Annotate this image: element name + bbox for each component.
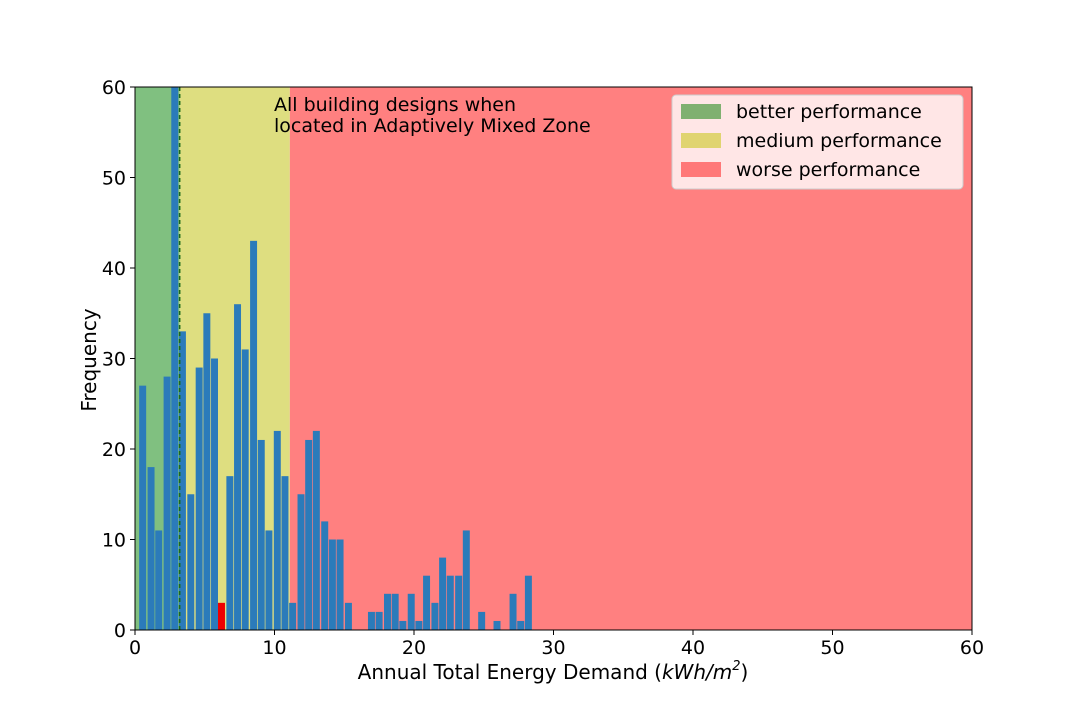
histogram-bar-41 [494,621,501,630]
legend-label-1: medium performance [736,130,942,152]
histogram-bar-31 [399,621,406,630]
annotation-line-1: All building designs when [274,94,516,116]
x-tick-label: 30 [541,637,565,659]
histogram-bar-27 [368,612,375,630]
histogram-bar-21 [305,440,312,630]
histogram-bar-9 [211,359,218,631]
histogram-bar-43 [517,621,524,630]
legend-label-0: better performance [736,101,922,123]
highlight-bar [218,603,225,630]
histogram-bar-18 [281,476,288,630]
histogram-bar-2 [155,530,162,630]
legend-swatch-0 [681,104,721,119]
x-tick-label: 20 [402,637,426,659]
histogram-bar-33 [415,621,422,630]
histogram-bar-42 [510,594,517,630]
y-axis-label: Frequency [77,308,101,411]
histogram-bar-11 [226,476,233,630]
y-tick-label: 10 [102,530,126,552]
x-axis-label-superscript: 2 [732,659,740,674]
histogram-bar-29 [384,594,391,630]
histogram-bar-22 [313,431,320,630]
histogram-bar-35 [431,603,438,630]
histogram-bar-15 [258,440,265,630]
histogram-bar-14 [250,241,257,630]
y-tick-label: 20 [102,439,126,461]
histogram-bar-4 [171,87,178,630]
histogram-bar-6 [187,494,194,630]
x-tick-label: 0 [129,637,141,659]
annotation-line-2: located in Adaptively Mixed Zone [274,115,591,137]
histogram-bar-38 [455,576,462,630]
histogram-bar-40 [478,612,485,630]
histogram-bar-39 [463,530,470,630]
legend: better performance medium performance wors… [672,95,963,189]
x-axis-label-close: ) [741,660,749,684]
y-tick-label: 60 [102,77,126,99]
histogram-bar-24 [329,540,336,631]
x-axis-label-text: Annual Total Energy Demand ( [358,660,662,684]
x-axis-label-unit: kWh/m [662,660,732,684]
histogram-bar-20 [298,494,305,630]
histogram-bar-26 [345,603,352,630]
histogram-bar-3 [164,377,171,630]
histogram-bar-37 [447,576,454,630]
x-tick-label: 50 [820,637,844,659]
y-tick-label: 50 [102,168,126,190]
histogram-bar-17 [274,431,281,630]
histogram-bar-25 [337,540,344,631]
histogram-bar-19 [289,603,296,630]
histogram-bar-44 [525,576,532,630]
x-tick-label: 60 [960,637,984,659]
histogram-bar-1 [148,467,155,630]
y-tick-label: 40 [102,258,126,280]
y-tick-label: 30 [102,349,126,371]
x-axis-label: Annual Total Energy Demand (kWh/m2) [358,659,749,684]
histogram-bar-23 [321,521,328,630]
legend-label-2: worse performance [736,159,920,181]
histogram-bar-8 [203,313,210,630]
x-tick-label: 40 [681,637,705,659]
histogram-bar-34 [423,576,430,630]
histogram-bar-30 [392,594,399,630]
histogram-bar-7 [196,368,203,630]
histogram-bar-12 [234,304,241,630]
histogram-bar-0 [139,386,146,630]
histogram-bar-13 [242,349,249,630]
histogram-bar-16 [265,530,272,630]
histogram-bar-36 [439,558,446,630]
histogram-bar-32 [408,594,415,630]
histogram-bar-28 [376,612,383,630]
legend-swatch-1 [681,133,721,148]
legend-swatch-2 [681,162,721,177]
x-tick-label: 10 [262,637,286,659]
y-tick-label: 0 [114,620,126,642]
